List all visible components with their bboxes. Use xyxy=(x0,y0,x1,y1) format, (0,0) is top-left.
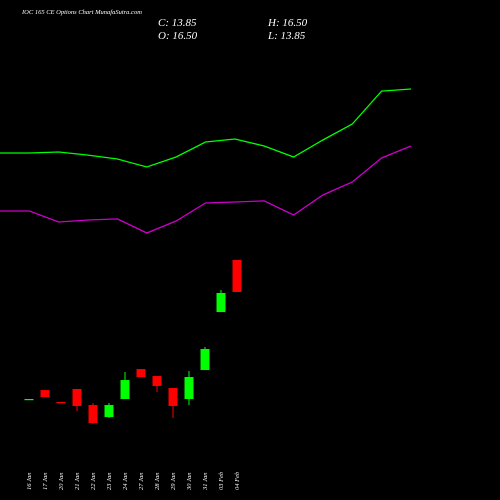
x-tick-label: 29 Jan xyxy=(170,472,177,490)
x-tick-label: 04 Feb xyxy=(234,471,241,490)
candle-body xyxy=(24,399,34,401)
candle-body xyxy=(40,390,50,398)
x-tick-label: 20 Jan xyxy=(58,472,65,490)
x-tick-label: 23 Jan xyxy=(106,472,113,490)
candle-body xyxy=(152,376,162,386)
candle-body xyxy=(104,405,114,417)
candle-body xyxy=(184,377,194,400)
x-tick-label: 16 Jan xyxy=(26,472,33,490)
candle-body xyxy=(200,349,210,371)
x-tick-label: 30 Jan xyxy=(186,472,193,491)
chart-title: IOC 165 CE Options Chart MunafaSutra.com xyxy=(21,9,142,16)
candle-body xyxy=(232,260,242,293)
x-tick-label: 31 Jan xyxy=(202,472,209,491)
ohlc-label: C: 13.85 xyxy=(158,17,197,29)
x-tick-label: 03 Feb xyxy=(218,471,225,490)
indicator-line xyxy=(0,145,412,234)
ohlc-label: L: 13.85 xyxy=(267,30,306,42)
candle-body xyxy=(72,388,82,407)
x-tick-label: 22 Jan xyxy=(90,472,97,490)
x-tick-label: 17 Jan xyxy=(42,472,49,490)
candle-body xyxy=(56,402,66,404)
candle-body xyxy=(120,380,130,400)
candle-body xyxy=(168,388,178,407)
candle-body xyxy=(216,292,226,313)
candle-body xyxy=(136,369,146,378)
x-tick-label: 21 Jan xyxy=(74,472,81,490)
x-tick-label: 24 Jan xyxy=(122,472,129,490)
x-tick-label: 28 Jan xyxy=(154,472,161,490)
ohlc-label: O: 16.50 xyxy=(158,30,198,42)
ohlc-label: H: 16.50 xyxy=(267,17,308,29)
indicator-line xyxy=(0,88,412,168)
x-tick-label: 27 Jan xyxy=(138,472,145,490)
candle-body xyxy=(88,405,98,424)
